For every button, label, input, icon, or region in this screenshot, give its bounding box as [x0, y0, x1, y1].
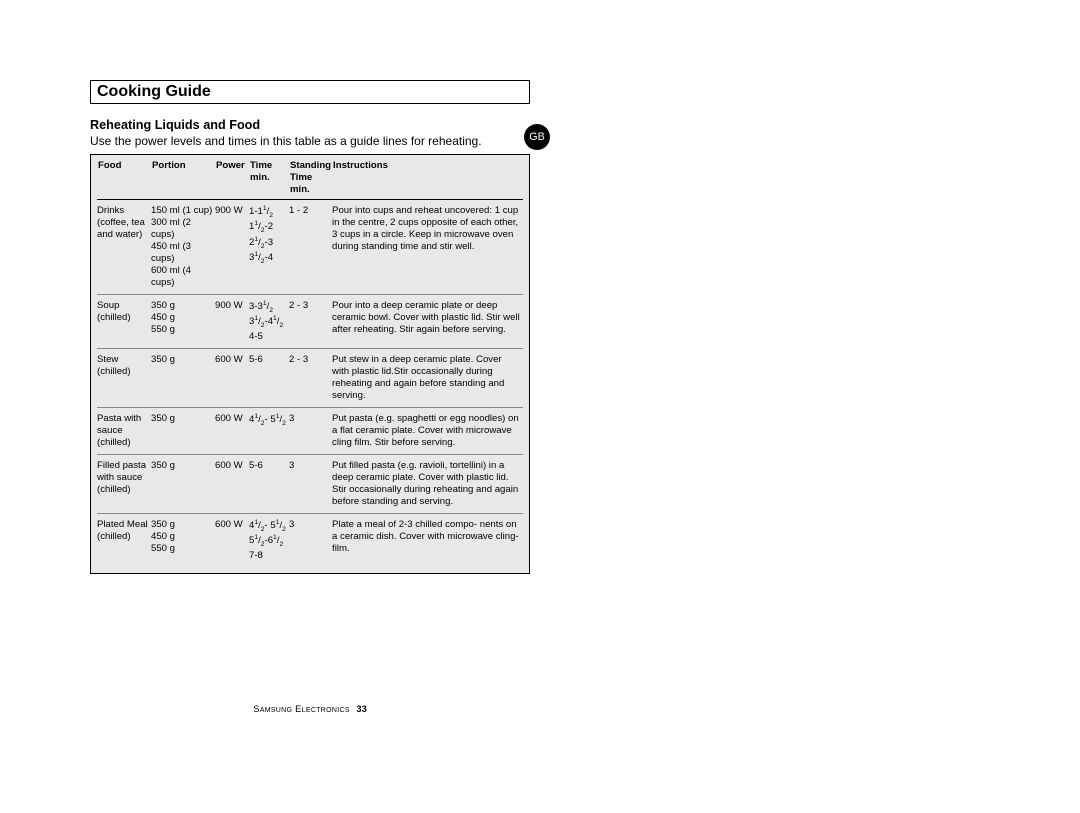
- cell-portion: 350 g: [151, 348, 215, 407]
- cell-instructions: Put filled pasta (e.g. ravioli, tortelli…: [332, 454, 523, 513]
- cell-power: 600 W: [215, 454, 249, 513]
- cell-time: 41/2- 51/2: [249, 407, 289, 454]
- cell-food: Stew (chilled): [97, 348, 151, 407]
- cell-time: 5-6: [249, 348, 289, 407]
- cell-instructions: Put stew in a deep ceramic plate. Cover …: [332, 348, 523, 407]
- footer-brand: Samsung Electronics: [253, 704, 350, 714]
- cell-food: Plated Meal (chilled): [97, 513, 151, 566]
- page-title: Cooking Guide: [97, 83, 211, 101]
- table-header-row: Food Portion Power Timemin. StandingTime…: [97, 159, 523, 199]
- cell-time: 1-11/211/2-221/2-331/2-4: [249, 199, 289, 294]
- cell-standing: 2 - 3: [289, 294, 332, 348]
- table-row: Plated Meal (chilled)350 g450 g550 g600 …: [97, 513, 523, 566]
- cell-portion: 350 g: [151, 407, 215, 454]
- cell-instructions: Put pasta (e.g. spaghetti or egg noodles…: [332, 407, 523, 454]
- cell-time: 41/2- 51/251/2-61/27-8: [249, 513, 289, 566]
- cell-instructions: Plate a meal of 2-3 chilled compo- nents…: [332, 513, 523, 566]
- cell-portion: 350 g450 g550 g: [151, 294, 215, 348]
- table-row: Soup (chilled)350 g450 g550 g900 W3-31/2…: [97, 294, 523, 348]
- cell-standing: 1 - 2: [289, 199, 332, 294]
- cell-time: 5-6: [249, 454, 289, 513]
- cell-power: 900 W: [215, 199, 249, 294]
- cell-standing: 2 - 3: [289, 348, 332, 407]
- cell-food: Drinks (coffee, tea and water): [97, 199, 151, 294]
- cell-portion: 350 g: [151, 454, 215, 513]
- page-footer: Samsung Electronics 33: [90, 704, 530, 714]
- cell-food: Pasta with sauce (chilled): [97, 407, 151, 454]
- th-portion: Portion: [151, 159, 215, 199]
- cell-food: Soup (chilled): [97, 294, 151, 348]
- th-instructions: Instructions: [332, 159, 523, 199]
- cell-standing: 3: [289, 407, 332, 454]
- cell-portion: 350 g450 g550 g: [151, 513, 215, 566]
- cell-power: 600 W: [215, 513, 249, 566]
- cell-portion: 150 ml (1 cup)300 ml (2 cups)450 ml (3 c…: [151, 199, 215, 294]
- region-badge: GB: [524, 124, 550, 150]
- th-time: Timemin.: [249, 159, 289, 199]
- cell-standing: 3: [289, 454, 332, 513]
- title-bar: Cooking Guide: [90, 80, 530, 104]
- table-row: Pasta with sauce (chilled)350 g600 W41/2…: [97, 407, 523, 454]
- cell-power: 900 W: [215, 294, 249, 348]
- th-power: Power: [215, 159, 249, 199]
- cell-power: 600 W: [215, 348, 249, 407]
- cell-standing: 3: [289, 513, 332, 566]
- cell-time: 3-31/231/2-41/24-5: [249, 294, 289, 348]
- table-row: Filled pasta with sauce (chilled)350 g60…: [97, 454, 523, 513]
- page-number: 33: [356, 704, 366, 714]
- table-row: Drinks (coffee, tea and water)150 ml (1 …: [97, 199, 523, 294]
- th-food: Food: [97, 159, 151, 199]
- th-standing: StandingTime min.: [289, 159, 332, 199]
- cell-power: 600 W: [215, 407, 249, 454]
- cell-food: Filled pasta with sauce (chilled): [97, 454, 151, 513]
- reheating-table: Food Portion Power Timemin. StandingTime…: [97, 159, 523, 567]
- reheating-table-container: Food Portion Power Timemin. StandingTime…: [90, 154, 530, 574]
- table-row: Stew (chilled)350 g600 W5-62 - 3Put stew…: [97, 348, 523, 407]
- cell-instructions: Pour into a deep ceramic plate or deep c…: [332, 294, 523, 348]
- cell-instructions: Pour into cups and reheat uncovered: 1 c…: [332, 199, 523, 294]
